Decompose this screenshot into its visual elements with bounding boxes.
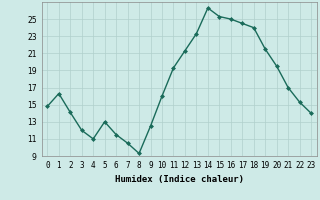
X-axis label: Humidex (Indice chaleur): Humidex (Indice chaleur): [115, 175, 244, 184]
